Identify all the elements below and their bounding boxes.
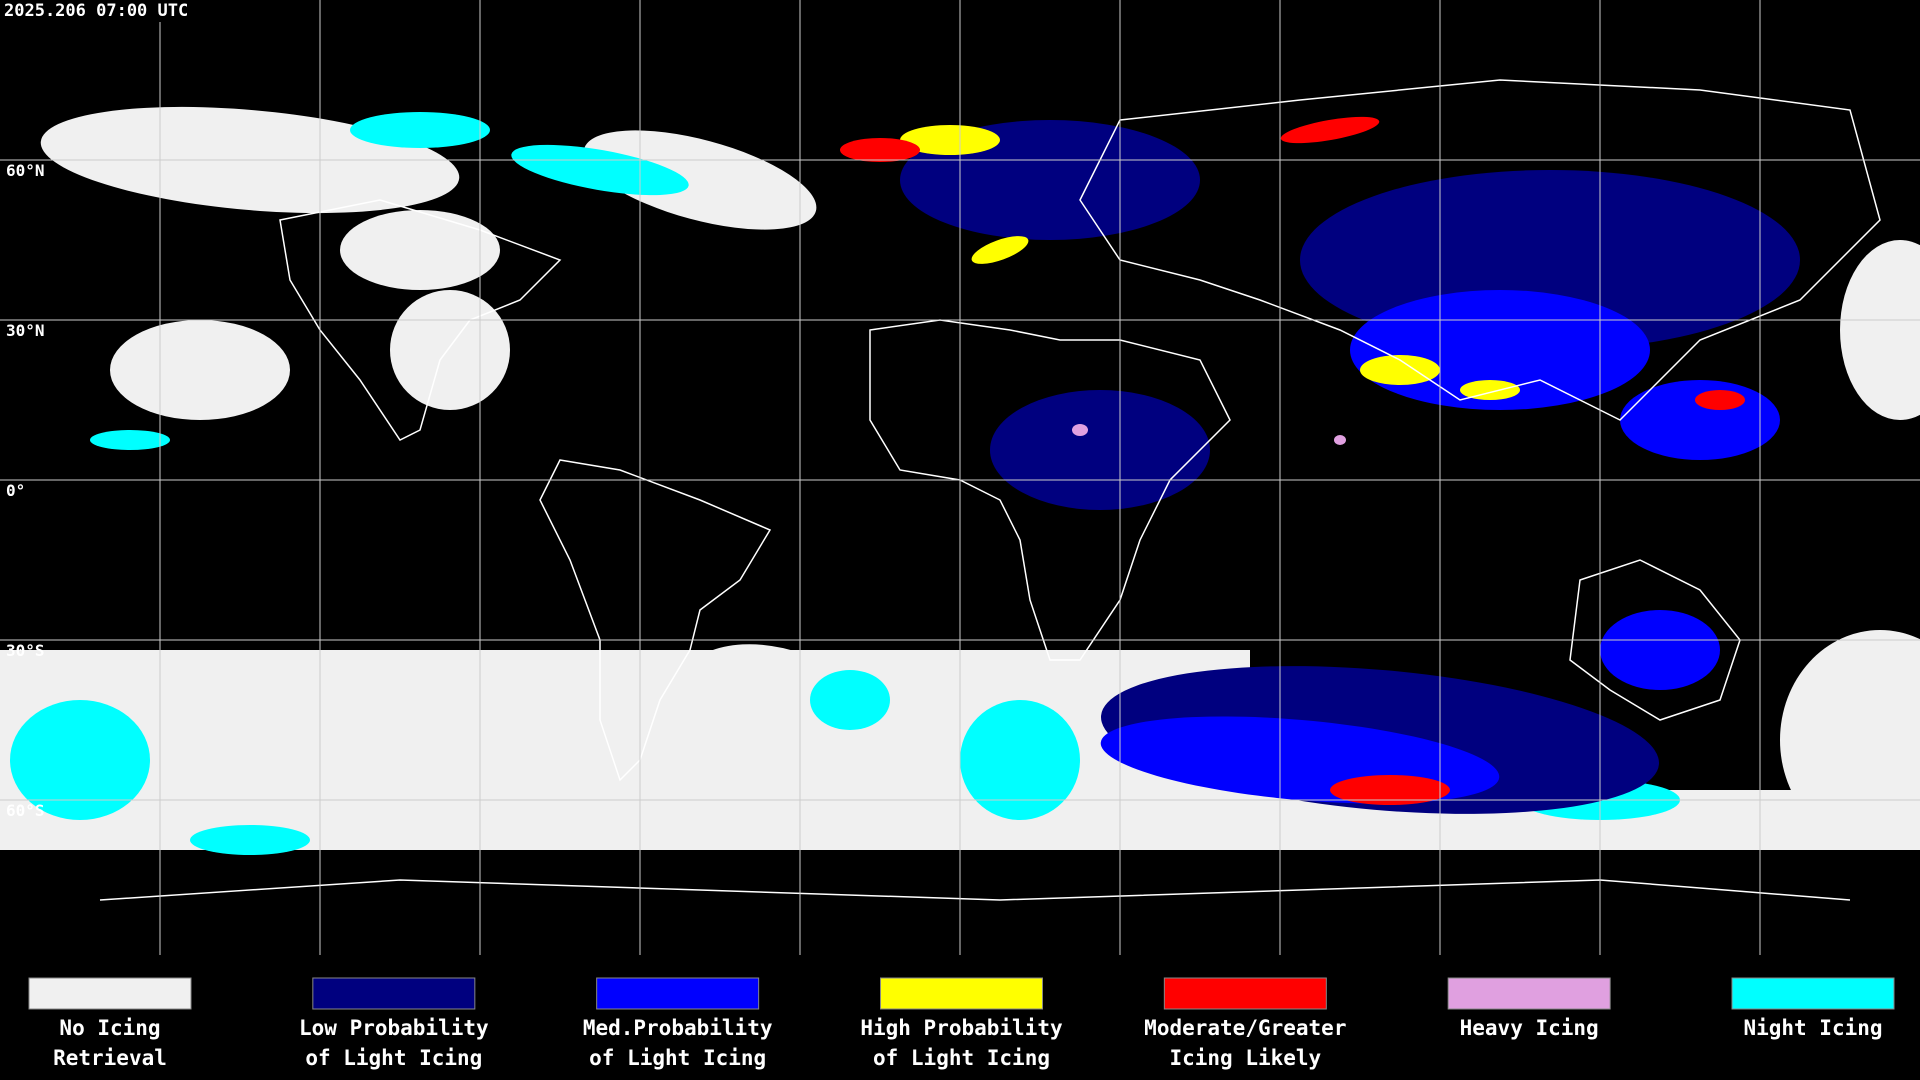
- cloud-patch: [390, 290, 510, 410]
- cloud-patch: [1330, 775, 1450, 805]
- latitude-label: 30°N: [6, 321, 45, 340]
- coastline: [539, 459, 772, 782]
- latitude-label: 0°: [6, 481, 25, 500]
- coastline: [1079, 79, 1881, 421]
- cloud-patch: [583, 130, 817, 230]
- legend-label: High Probability: [860, 1016, 1063, 1040]
- cloud-patch: [511, 144, 689, 196]
- cloud-patch: [350, 112, 490, 148]
- timestamp-bg: [0, 0, 222, 22]
- legend-label: of Light Icing: [589, 1046, 766, 1070]
- legend-swatch: [312, 977, 476, 1010]
- cloud-patch: [1460, 380, 1520, 400]
- latitude-label: 30°S: [6, 641, 45, 660]
- cloud-patch: [971, 236, 1029, 264]
- cloud-patch: [990, 390, 1210, 510]
- legend-label: Night Icing: [1743, 1016, 1882, 1040]
- legend-label: Icing Likely: [1169, 1046, 1321, 1070]
- legend-swatch: [880, 977, 1043, 1010]
- cloud-patch: [960, 700, 1080, 820]
- legend-label: of Light Icing: [873, 1046, 1050, 1070]
- legend-swatch: [596, 977, 760, 1010]
- cloud-patch: [1280, 116, 1380, 144]
- legend-swatch: [1447, 977, 1611, 1010]
- legend-swatch: [1163, 977, 1327, 1010]
- cloud-patch: [1360, 355, 1440, 385]
- legend-label: No Icing: [59, 1016, 160, 1040]
- latitude-labels: 60°N 30°N 0° 30°S 60°S: [6, 161, 45, 820]
- cloud-patch: [1840, 240, 1920, 420]
- graticule: [0, 0, 1920, 955]
- cloud-patch: [840, 138, 920, 162]
- cloud-patch: [190, 825, 310, 855]
- legend-label: Moderate/Greater: [1144, 1016, 1346, 1040]
- legend-label: Low Probability: [299, 1016, 489, 1040]
- cloud-patch: [10, 700, 150, 820]
- cloud-patch: [810, 670, 890, 730]
- cloud-patch: [900, 125, 1000, 155]
- legend-label: of Light Icing: [305, 1046, 482, 1070]
- legend-label: Heavy Icing: [1460, 1016, 1599, 1040]
- cloud-patch: [340, 210, 500, 290]
- cloud-patch: [1072, 424, 1088, 436]
- cloud-patch: [1695, 390, 1745, 410]
- cloud-patch: [1334, 435, 1346, 445]
- legend-label: Med.Probability: [583, 1016, 773, 1040]
- cloud-patch: [90, 430, 170, 450]
- cloud-patch: [1780, 630, 1920, 850]
- cloud-patch: [1620, 380, 1780, 460]
- latitude-label: 60°S: [6, 801, 45, 820]
- legend-label: Retrieval: [53, 1046, 167, 1070]
- cloud-patch: [110, 320, 290, 420]
- legend-swatch: [1731, 977, 1895, 1010]
- legend: No Icing Retrieval Low Probability of Light…: [28, 977, 1895, 1070]
- legend-swatch: [28, 977, 192, 1010]
- latitude-label: 60°N: [6, 161, 45, 180]
- timestamp: 2025.206 07:00 UTC: [4, 1, 188, 21]
- legend-bg: [0, 956, 1920, 1080]
- cloud-patch: [1600, 610, 1720, 690]
- coastline: [1569, 559, 1741, 721]
